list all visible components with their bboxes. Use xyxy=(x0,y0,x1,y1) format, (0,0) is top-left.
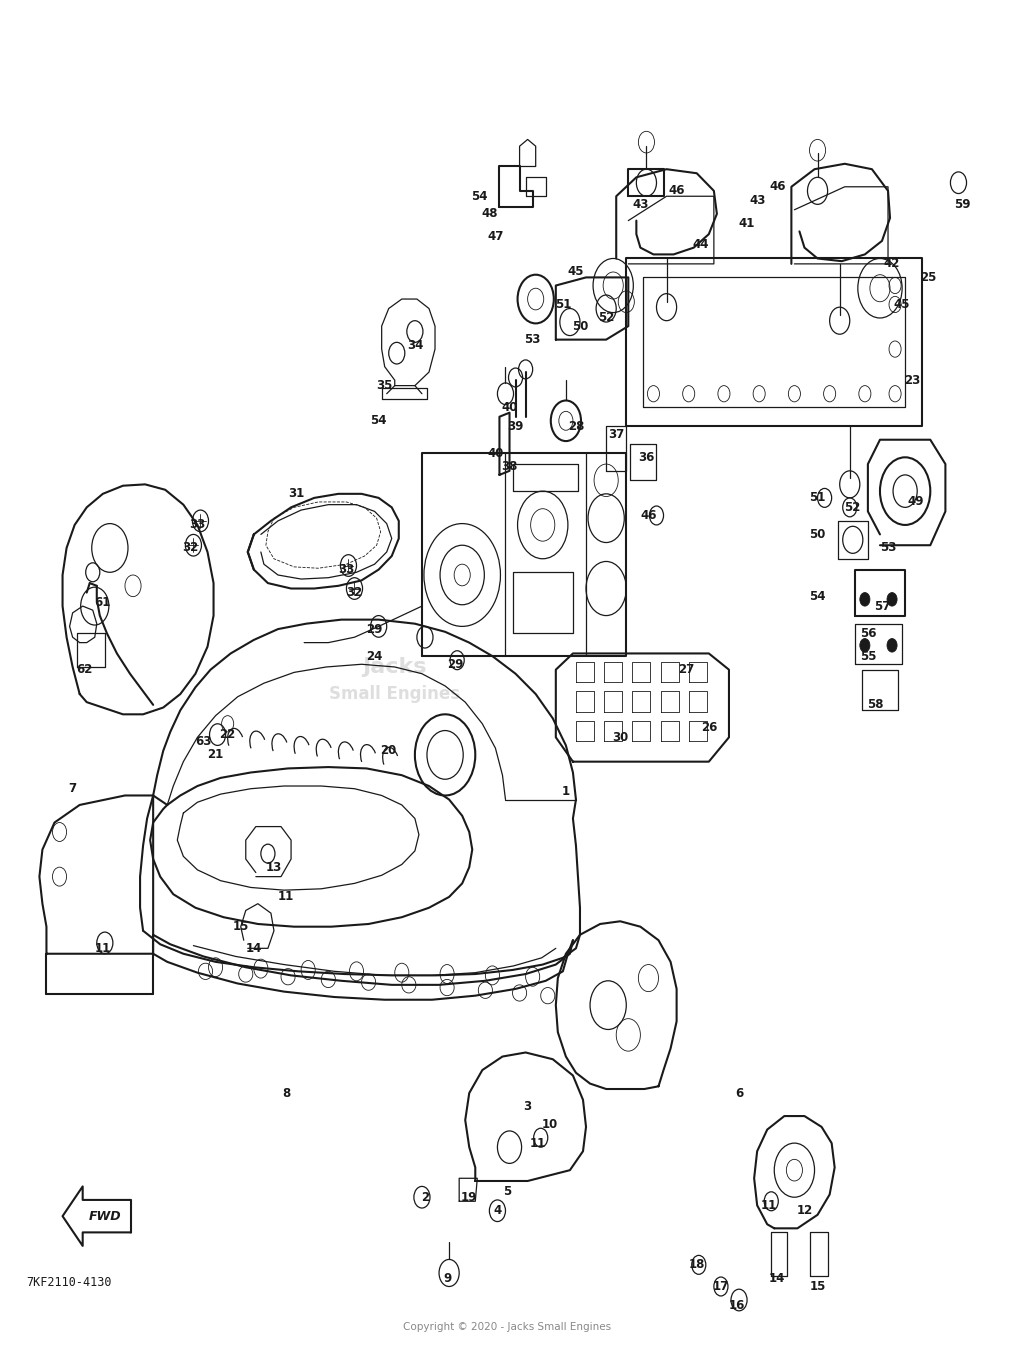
Text: 24: 24 xyxy=(366,649,383,663)
Text: 32: 32 xyxy=(346,587,362,599)
Text: 16: 16 xyxy=(729,1298,745,1312)
Text: 10: 10 xyxy=(542,1117,558,1131)
Text: 42: 42 xyxy=(884,257,900,271)
Text: FWD: FWD xyxy=(88,1210,121,1222)
Text: 52: 52 xyxy=(598,312,614,324)
Text: 9: 9 xyxy=(443,1273,452,1285)
Circle shape xyxy=(887,638,897,652)
Text: 51: 51 xyxy=(809,491,826,505)
Text: 4: 4 xyxy=(493,1204,501,1217)
Text: Small Engines: Small Engines xyxy=(329,685,461,704)
Text: 28: 28 xyxy=(567,419,585,433)
Text: 52: 52 xyxy=(843,501,860,514)
Text: 43: 43 xyxy=(749,193,765,207)
Text: 23: 23 xyxy=(904,374,921,387)
Text: 3: 3 xyxy=(524,1100,532,1113)
Text: 56: 56 xyxy=(860,626,876,640)
Text: 45: 45 xyxy=(567,265,585,279)
Text: 54: 54 xyxy=(809,591,826,603)
Text: 47: 47 xyxy=(487,230,503,244)
Text: 15: 15 xyxy=(809,1279,826,1293)
Text: 50: 50 xyxy=(809,528,826,540)
Text: 12: 12 xyxy=(797,1204,813,1217)
Text: 54: 54 xyxy=(471,189,487,203)
Text: 11: 11 xyxy=(530,1136,546,1150)
Text: 14: 14 xyxy=(246,942,262,955)
Text: 34: 34 xyxy=(407,339,423,351)
Text: 18: 18 xyxy=(688,1259,705,1271)
Text: 5: 5 xyxy=(503,1185,512,1198)
Text: 8: 8 xyxy=(282,1086,290,1100)
Text: 46: 46 xyxy=(640,509,657,523)
Text: 40: 40 xyxy=(501,400,518,414)
Text: 38: 38 xyxy=(501,460,518,474)
Text: 17: 17 xyxy=(713,1279,729,1293)
Text: 29: 29 xyxy=(366,622,383,636)
Text: 62: 62 xyxy=(76,663,93,676)
Text: 46: 46 xyxy=(668,184,685,197)
Text: 59: 59 xyxy=(954,197,970,211)
Text: 6: 6 xyxy=(735,1086,743,1100)
Text: 35: 35 xyxy=(377,380,393,392)
Text: 53: 53 xyxy=(525,333,541,346)
Text: 7: 7 xyxy=(69,783,77,795)
Text: 37: 37 xyxy=(608,427,624,441)
Text: 19: 19 xyxy=(461,1191,477,1203)
Text: 57: 57 xyxy=(874,600,890,612)
Text: 63: 63 xyxy=(195,735,212,749)
Text: 27: 27 xyxy=(679,663,695,676)
Text: 48: 48 xyxy=(481,207,497,220)
Circle shape xyxy=(860,592,870,606)
Text: 51: 51 xyxy=(554,298,571,310)
Text: 30: 30 xyxy=(612,731,628,744)
Text: 61: 61 xyxy=(94,596,111,608)
Text: 20: 20 xyxy=(381,744,397,757)
Text: 25: 25 xyxy=(921,271,937,284)
Text: 21: 21 xyxy=(207,749,223,761)
Text: 39: 39 xyxy=(508,419,524,433)
Circle shape xyxy=(887,592,897,606)
Text: 40: 40 xyxy=(487,446,503,460)
Text: 50: 50 xyxy=(571,320,588,332)
Text: 33: 33 xyxy=(338,563,354,576)
Text: Jacks: Jacks xyxy=(362,657,427,676)
Text: 45: 45 xyxy=(894,298,910,310)
Text: 44: 44 xyxy=(692,238,709,252)
Text: 2: 2 xyxy=(421,1191,429,1203)
Text: 53: 53 xyxy=(880,542,896,554)
Text: 29: 29 xyxy=(447,657,463,671)
Text: 43: 43 xyxy=(632,197,649,211)
Circle shape xyxy=(860,638,870,652)
Text: 55: 55 xyxy=(860,649,876,663)
Text: 15: 15 xyxy=(232,920,249,934)
Text: 41: 41 xyxy=(739,216,755,230)
Text: 33: 33 xyxy=(190,519,206,531)
Text: 1: 1 xyxy=(562,785,570,798)
Text: 32: 32 xyxy=(183,542,199,554)
Text: 54: 54 xyxy=(370,414,387,427)
Text: 14: 14 xyxy=(769,1273,786,1285)
Text: 26: 26 xyxy=(700,721,717,735)
Text: 46: 46 xyxy=(769,180,786,193)
Text: 22: 22 xyxy=(219,728,235,742)
Text: 11: 11 xyxy=(761,1199,777,1211)
Text: Copyright © 2020 - Jacks Small Engines: Copyright © 2020 - Jacks Small Engines xyxy=(403,1322,612,1332)
Text: 7KF2110-4130: 7KF2110-4130 xyxy=(26,1275,112,1289)
Text: 11: 11 xyxy=(278,890,294,904)
Text: 58: 58 xyxy=(867,698,883,712)
Text: 36: 36 xyxy=(638,450,655,464)
Text: 31: 31 xyxy=(288,487,304,501)
Text: 49: 49 xyxy=(907,495,924,509)
Text: 11: 11 xyxy=(94,942,111,955)
Text: 13: 13 xyxy=(266,860,282,874)
